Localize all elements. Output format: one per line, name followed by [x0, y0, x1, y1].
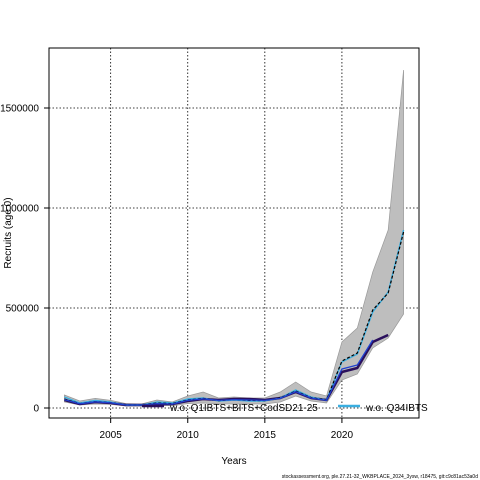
- series-line-2: [64, 229, 405, 406]
- series-layer: [64, 229, 405, 407]
- y-tick-label-0: 0: [33, 404, 39, 415]
- y-tick-label-1: 500000: [6, 304, 40, 315]
- x-axis: 2005 2010 2015 2020: [100, 418, 354, 441]
- series-line-3: [64, 231, 405, 406]
- plot-frame: [48, 47, 420, 419]
- legend-label-series-1: w.o. Q1IBTS+BITS+CodSD21-25: [169, 403, 318, 414]
- y-axis-title: Recruits (age 0): [3, 197, 14, 268]
- x-tick-label-0: 2005: [100, 430, 123, 441]
- series-line-4: [64, 339, 374, 406]
- x-axis-title: Years: [221, 456, 246, 467]
- footer-credit: stockassessment.org, ple.27.21-32_WKBPLA…: [282, 474, 478, 480]
- x-tick-label-3: 2020: [331, 430, 354, 441]
- y-tick-label-3: 1500000: [0, 104, 39, 115]
- x-tick-label-2: 2015: [254, 430, 277, 441]
- y-axis: 0 500000 1000000 1500000: [0, 104, 49, 415]
- confidence-band: [64, 69, 404, 407]
- legend: w.o. Q1IBTS+BITS+CodSD21-25 w.o. Q34IBTS: [142, 403, 428, 414]
- x-tick-label-1: 2010: [177, 430, 200, 441]
- y-tick-label-2: 1000000: [0, 204, 39, 215]
- legend-label-series-2: w.o. Q34IBTS: [365, 403, 428, 414]
